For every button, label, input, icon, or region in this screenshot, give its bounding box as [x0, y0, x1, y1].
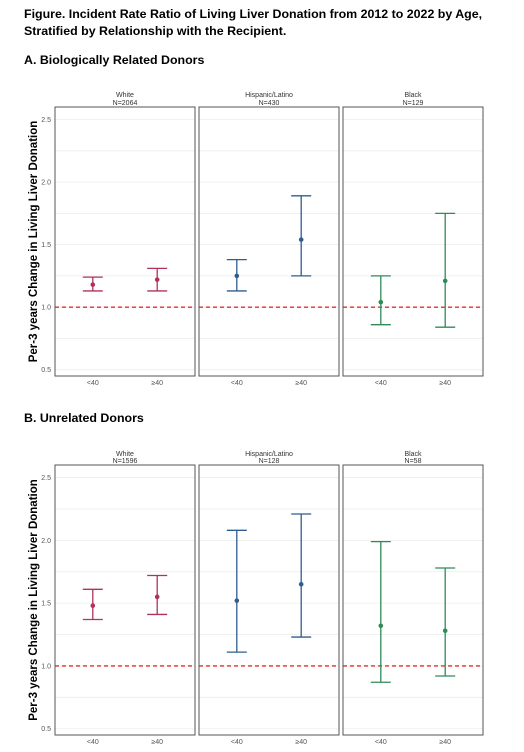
y-tick-label: 1.5 [41, 242, 51, 249]
panel-n-label: N=58 [405, 458, 422, 465]
y-tick-label: 0.5 [41, 726, 51, 733]
x-tick-label: ≥40 [151, 380, 163, 387]
data-point-40-plus [435, 567, 456, 677]
panel-border [198, 464, 340, 736]
x-tick-label: ≥40 [295, 380, 307, 387]
x-tick-label: <40 [375, 739, 387, 746]
data-point-40-plus [147, 267, 168, 292]
panel-title: White [116, 92, 134, 99]
x-tick-label: <40 [231, 739, 243, 746]
point-estimate [298, 237, 304, 242]
point-estimate [234, 273, 240, 279]
point-estimate [298, 582, 304, 587]
y-axis-label: Per-3 years Change in Living Liver Donat… [28, 479, 40, 721]
panel-n-label: N=129 [403, 100, 424, 107]
y-tick-label: 2.5 [41, 475, 51, 482]
panel-n-label: N=128 [259, 458, 280, 465]
panel-title: Black [404, 451, 422, 458]
section-title-a: A. Biologically Related Donors [24, 53, 205, 67]
panel-n-label: N=1596 [113, 458, 138, 465]
panel-title: Hispanic/Latino [245, 92, 293, 99]
y-tick-label: 2.5 [41, 117, 51, 124]
data-point-40-plus [147, 574, 168, 616]
x-tick-label: <40 [231, 380, 243, 387]
data-point-under-40 [370, 540, 391, 683]
y-axis-label: Per-3 years Change in Living Liver Donat… [28, 121, 40, 363]
y-tick-label: 2.0 [41, 538, 51, 545]
point-estimate [442, 278, 448, 284]
panel-border [54, 464, 196, 736]
x-tick-label: ≥40 [151, 739, 163, 746]
x-tick-label: <40 [87, 380, 99, 387]
panel-title: White [116, 451, 134, 458]
panel-border [342, 106, 484, 377]
data-point-under-40 [82, 588, 103, 621]
data-point-under-40 [226, 258, 247, 292]
x-tick-label: ≥40 [439, 380, 451, 387]
data-point-40-plus [291, 195, 312, 277]
point-estimate [154, 277, 160, 282]
y-tick-label: 2.0 [41, 180, 51, 187]
data-point-40-plus [291, 513, 312, 638]
data-point-40-plus [435, 212, 456, 328]
y-tick-label: 0.5 [41, 367, 51, 374]
x-tick-label: ≥40 [295, 739, 307, 746]
point-estimate [154, 594, 160, 600]
panel-title: Black [404, 92, 422, 99]
chart-b-unrelated: Per-3 years Change in Living Liver Donat… [28, 451, 484, 746]
data-point-under-40 [226, 529, 247, 653]
x-tick-label: <40 [87, 739, 99, 746]
y-tick-label: 1.5 [41, 601, 51, 608]
panel-title: Hispanic/Latino [245, 451, 293, 458]
point-estimate [234, 598, 240, 603]
x-tick-label: ≥40 [439, 739, 451, 746]
panel-border [198, 106, 340, 377]
point-estimate [378, 623, 384, 629]
data-point-under-40 [370, 275, 391, 326]
panel-n-label: N=430 [259, 100, 280, 107]
data-point-under-40 [82, 276, 103, 292]
y-tick-label: 1.0 [41, 305, 51, 312]
panel-border [54, 106, 196, 377]
point-estimate [442, 628, 448, 634]
point-estimate [90, 282, 96, 287]
figure-title: Figure. Incident Rate Ratio of Living Li… [24, 7, 483, 38]
panel-border [342, 464, 484, 736]
y-tick-label: 1.0 [41, 663, 51, 670]
chart-a-biologically-related: Per-3 years Change in Living Liver Donat… [28, 92, 484, 387]
panel-n-label: N=2064 [113, 100, 138, 107]
point-estimate [378, 299, 384, 305]
x-tick-label: <40 [375, 380, 387, 387]
section-title-b: B. Unrelated Donors [24, 411, 144, 425]
point-estimate [90, 603, 96, 608]
